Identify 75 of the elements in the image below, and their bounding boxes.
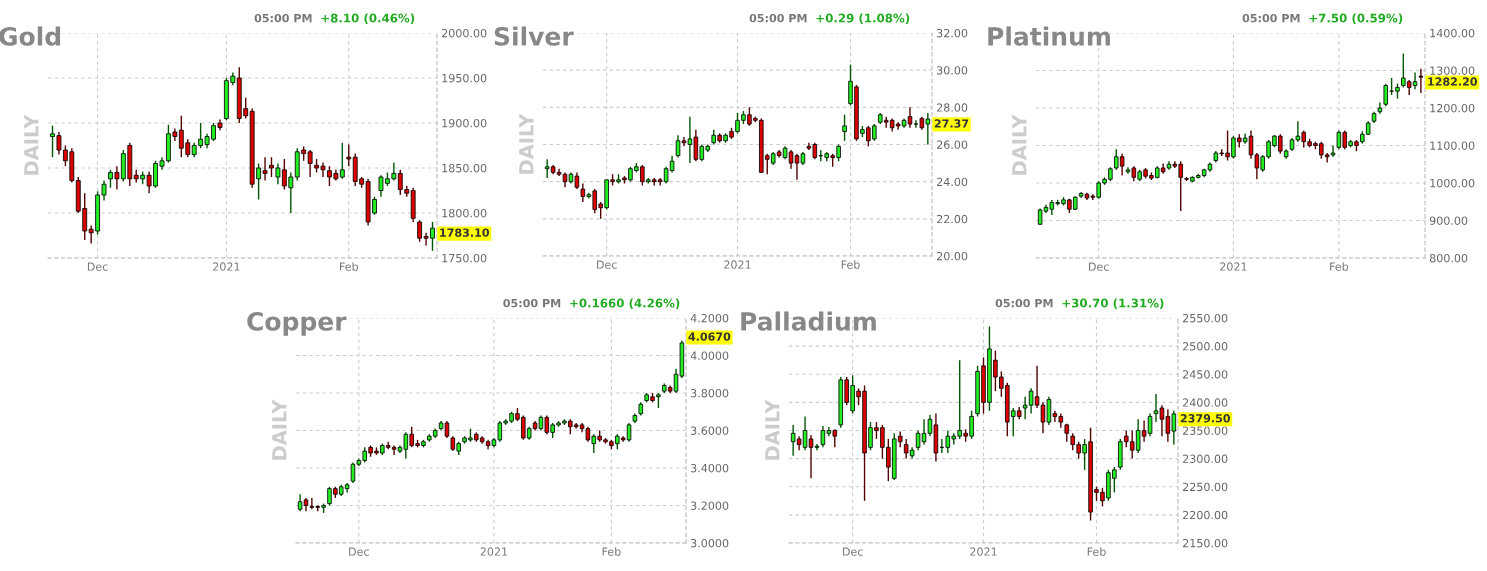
candlestick (1418, 67, 1424, 94)
text: +30.70 (1.31%) (1062, 298, 1164, 309)
chart-title: Palladium (741, 311, 876, 331)
x-tick-label: 2021 (970, 547, 997, 556)
y-tick-label: 22.00 (936, 214, 968, 224)
text: +7.50 (0.59%) (1309, 13, 1403, 24)
y-tick-label: 32.00 (937, 28, 968, 38)
text: 05:00 PM (995, 298, 1053, 308)
x-tick-label: Feb (841, 260, 860, 269)
x-tick-label: Dec (1089, 262, 1109, 271)
y-tick-label: 4.0000 (690, 351, 729, 360)
x-tick-label: 2021 (1220, 262, 1247, 271)
text: 05:00 PM (749, 13, 807, 23)
y-tick-label: 3.8000 (691, 388, 729, 398)
x-tick-label: 2021 (724, 260, 751, 269)
x-tick-label: Dec (596, 260, 617, 269)
text: 05:00 PM (254, 13, 312, 23)
chart-title: Silver (494, 26, 574, 46)
y-tick-label: 1900.00 (442, 118, 487, 128)
y-tick-label: 2550.00 (1182, 313, 1228, 323)
text: 05:00 PM (503, 298, 561, 308)
y-tick-label: 2000.00 (441, 28, 487, 38)
x-tick-label: Feb (340, 262, 358, 271)
x-tick-label: Feb (1330, 262, 1349, 271)
y-tick-label: 2350.00 (1182, 426, 1228, 435)
y-tick-label: 1850.00 (442, 163, 487, 173)
candlestick (842, 114, 847, 142)
y-tick-label: 30.00 (937, 66, 968, 75)
text: 4.0670 (688, 332, 731, 341)
y-tick-label: 2150.00 (1182, 538, 1228, 548)
candlestick (1383, 82, 1388, 107)
text: +8.10 (0.46%) (321, 13, 415, 24)
y-tick-label: 2200.00 (1182, 510, 1228, 520)
y-tick-label: 800.00 (1429, 253, 1468, 263)
y-tick-label: 2400.00 (1182, 398, 1228, 407)
y-tick-label: 3.2000 (691, 501, 729, 510)
y-tick-label: 3.6000 (691, 426, 729, 435)
text: 05:00 PM (1242, 13, 1300, 23)
text: +0.1660 (4.26%) (570, 298, 680, 309)
y-tick-label: 1300.00 (1430, 66, 1475, 75)
y-tick-label: 4.2000 (690, 313, 729, 323)
y-tick-label: 2450.00 (1182, 370, 1228, 379)
x-tick-label: Feb (1087, 547, 1106, 556)
y-tick-label: 1200.00 (1430, 103, 1475, 113)
y-tick-label: 1950.00 (442, 73, 487, 83)
y-tick-label: 1400.00 (1430, 28, 1475, 38)
y-tick-label: 28.00 (936, 103, 968, 112)
chart-title: Copper (247, 311, 347, 336)
text: 27.37 (934, 119, 969, 128)
chart-title: Platinum (988, 26, 1110, 46)
y-tick-label: 1000.00 (1430, 178, 1475, 188)
x-tick-label: Dec (349, 547, 369, 556)
x-tick-label: Dec (842, 547, 863, 556)
chart-title: Gold (0, 26, 61, 46)
y-tick-label: 2250.00 (1182, 482, 1228, 492)
x-tick-label: 2021 (480, 547, 508, 556)
y-tick-label: 24.00 (936, 177, 968, 187)
text: 1783.10 (440, 228, 490, 237)
text: 2379.50 (1180, 414, 1231, 423)
y-tick-label: 3.0000 (691, 538, 729, 548)
x-tick-label: Dec (87, 262, 108, 271)
y-tick-label: 900.00 (1429, 216, 1468, 225)
y-tick-label: 26.00 (936, 140, 968, 149)
y-tick-label: 1750.00 (442, 253, 487, 263)
y-tick-label: 1800.00 (442, 208, 487, 218)
y-tick-label: 2500.00 (1182, 342, 1228, 351)
y-tick-label: 1100.00 (1430, 141, 1475, 150)
x-tick-label: Feb (602, 547, 621, 556)
y-tick-label: 2300.00 (1182, 454, 1228, 463)
candlestick (346, 143, 352, 167)
text: +0.29 (1.08%) (816, 13, 910, 24)
y-tick-label: 3.4000 (691, 463, 729, 473)
x-tick-label: 2021 (213, 262, 240, 271)
text: 1282.20 (1428, 77, 1478, 86)
y-tick-label: 20.00 (936, 251, 968, 261)
